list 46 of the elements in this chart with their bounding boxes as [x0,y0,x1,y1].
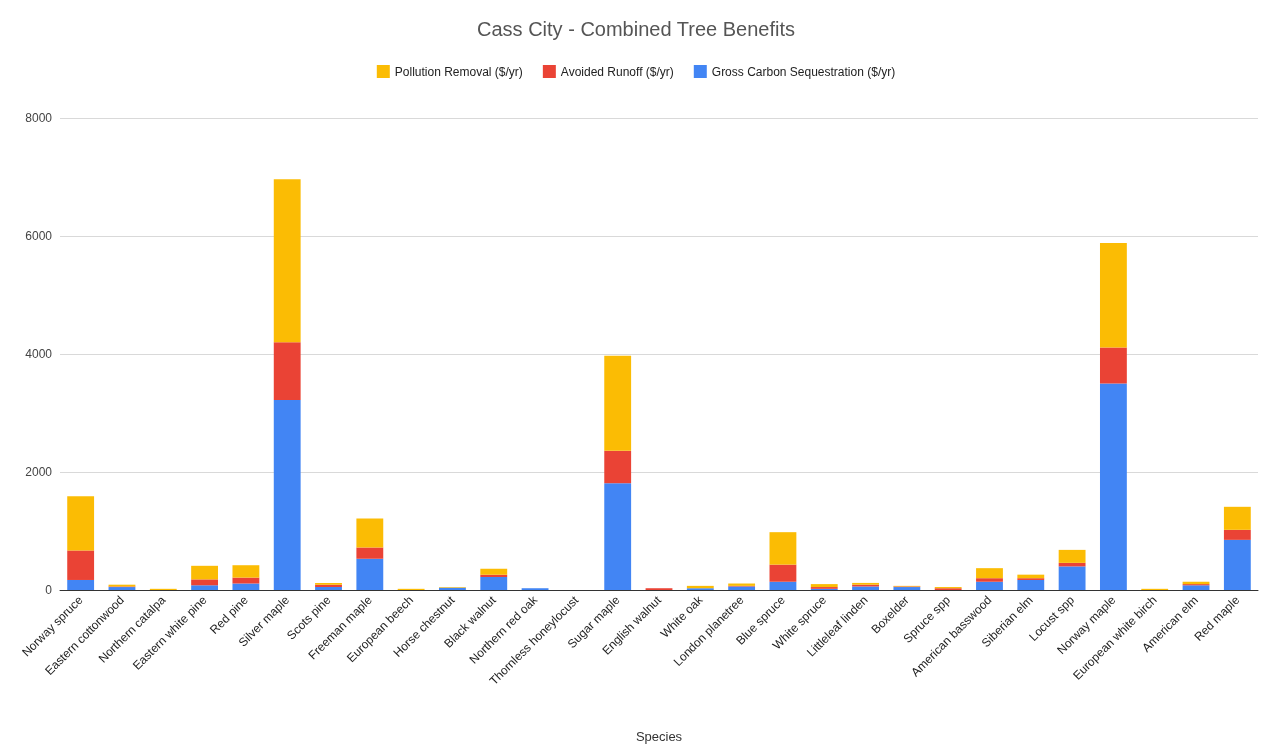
bar [1223,539,1251,590]
bar [232,583,260,590]
bar [232,577,260,584]
bar [976,568,1003,579]
bar [273,400,301,590]
bar [1223,506,1251,530]
bar [356,518,384,548]
bar [67,496,95,551]
bar [1099,243,1127,348]
bar [232,565,260,578]
bar [1058,566,1086,590]
bar [67,550,95,580]
bar [769,564,797,582]
legend-label: Avoided Runoff ($/yr) [560,64,674,79]
bar [769,581,797,590]
bar [1223,529,1251,540]
legend-label: Gross Carbon Sequestration ($/yr) [711,64,896,79]
bar [769,532,797,565]
bar [67,579,95,590]
bar [356,558,384,590]
bar [1182,585,1210,590]
y-tick-label: 8000 [25,111,53,125]
y-tick-label: 2000 [25,465,53,479]
bar [273,179,301,343]
bar [604,450,632,484]
x-axis-title: Species [635,729,683,744]
bar [1099,383,1127,590]
bar [356,547,384,559]
legend-label: Pollution Removal ($/yr) [394,64,523,79]
chart-title: Cass City - Combined Tree Benefits [477,18,795,40]
bar [480,568,508,575]
bar [1058,549,1086,563]
bar [191,579,219,586]
y-tick-label: 0 [45,583,53,597]
bar [1099,347,1127,384]
bar [191,585,219,590]
bar [273,342,301,401]
bar [976,578,1003,582]
bar [604,355,632,451]
bar [191,565,219,580]
bar [1017,579,1045,590]
bar [480,577,508,590]
bar [976,581,1003,590]
bar [604,483,632,590]
y-tick-label: 6000 [25,229,53,243]
y-tick-label: 4000 [25,347,53,361]
